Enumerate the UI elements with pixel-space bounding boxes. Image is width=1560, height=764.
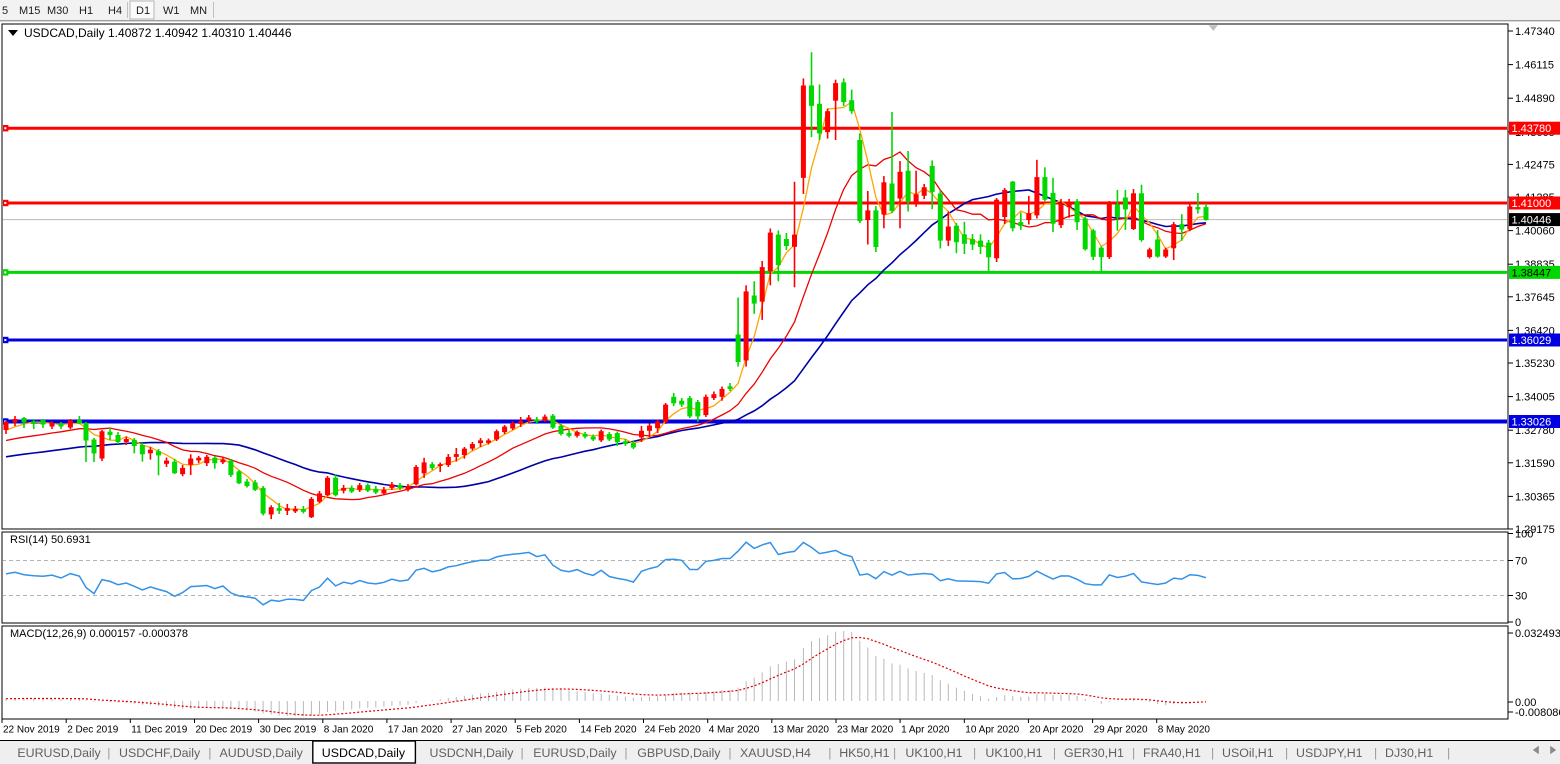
- svg-text:|: |: [1285, 746, 1288, 760]
- svg-text:GBPUSD,Daily: GBPUSD,Daily: [637, 746, 721, 760]
- svg-text:EURUSD,Daily: EURUSD,Daily: [533, 746, 617, 760]
- svg-text:1.42475: 1.42475: [1515, 159, 1555, 171]
- svg-text:|: |: [521, 746, 524, 760]
- svg-text:DJ30,H1: DJ30,H1: [1385, 746, 1433, 760]
- svg-text:USOil,H1: USOil,H1: [1222, 746, 1274, 760]
- svg-text:20 Apr 2020: 20 Apr 2020: [1029, 725, 1083, 736]
- svg-text:1.35230: 1.35230: [1515, 358, 1555, 370]
- svg-text:AUDUSD,Daily: AUDUSD,Daily: [220, 746, 304, 760]
- svg-text:GER30,H1: GER30,H1: [1064, 746, 1124, 760]
- svg-text:XAUUSD,H4: XAUUSD,H4: [740, 746, 811, 760]
- svg-text:USDCAD,Daily: USDCAD,Daily: [322, 746, 406, 760]
- svg-text:|: |: [624, 746, 627, 760]
- svg-text:H4: H4: [108, 5, 122, 17]
- svg-text:20 Dec 2019: 20 Dec 2019: [196, 725, 253, 736]
- svg-text:1.37645: 1.37645: [1515, 292, 1555, 304]
- svg-text:|: |: [1053, 746, 1056, 760]
- svg-text:100: 100: [1515, 529, 1533, 541]
- svg-text:USDCAD,Daily 1.40872 1.40942: USDCAD,Daily 1.40872 1.40942 1.40310 1.4…: [24, 26, 292, 40]
- svg-text:0: 0: [1515, 617, 1521, 629]
- svg-text:1.34005: 1.34005: [1515, 392, 1555, 404]
- svg-text:1.36029: 1.36029: [1512, 335, 1552, 347]
- svg-text:UK100,H1: UK100,H1: [985, 746, 1042, 760]
- svg-text:1.31590: 1.31590: [1515, 458, 1555, 470]
- svg-text:|: |: [893, 746, 896, 760]
- svg-text:1.30365: 1.30365: [1515, 491, 1555, 503]
- svg-text:D1: D1: [136, 5, 150, 17]
- svg-text:|: |: [1211, 746, 1214, 760]
- svg-text:H1: H1: [79, 5, 93, 17]
- svg-text:UK100,H1: UK100,H1: [905, 746, 962, 760]
- svg-text:|: |: [208, 746, 211, 760]
- svg-text:|: |: [1132, 746, 1135, 760]
- svg-text:0.00: 0.00: [1515, 697, 1536, 709]
- svg-text:1.33026: 1.33026: [1512, 417, 1552, 429]
- svg-text:2 Dec 2019: 2 Dec 2019: [67, 725, 119, 736]
- svg-text:1.43780: 1.43780: [1512, 123, 1552, 135]
- svg-text:EURUSD,Daily: EURUSD,Daily: [17, 746, 101, 760]
- svg-text:|: |: [1374, 746, 1377, 760]
- svg-text:|: |: [828, 746, 831, 760]
- svg-text:70: 70: [1515, 556, 1527, 568]
- svg-text:-0.008086: -0.008086: [1515, 707, 1560, 719]
- svg-text:11 Dec 2019: 11 Dec 2019: [131, 725, 187, 736]
- svg-text:22 Nov 2019: 22 Nov 2019: [3, 725, 60, 736]
- svg-text:1.47340: 1.47340: [1515, 26, 1555, 38]
- svg-text:|: |: [1447, 746, 1450, 760]
- svg-text:1.40060: 1.40060: [1515, 226, 1555, 238]
- svg-text:1.40446: 1.40446: [1512, 215, 1552, 227]
- svg-text:W1: W1: [163, 5, 180, 17]
- svg-text:8 May 2020: 8 May 2020: [1158, 725, 1211, 736]
- svg-text:0.032493: 0.032493: [1515, 628, 1560, 640]
- svg-text:29 Apr 2020: 29 Apr 2020: [1094, 725, 1148, 736]
- svg-text:USDCNH,Daily: USDCNH,Daily: [430, 746, 515, 760]
- svg-text:5 Feb 2020: 5 Feb 2020: [516, 725, 567, 736]
- svg-text:RSI(14) 50.6931: RSI(14) 50.6931: [10, 534, 91, 546]
- svg-text:17 Jan 2020: 17 Jan 2020: [388, 725, 443, 736]
- svg-text:23 Mar 2020: 23 Mar 2020: [837, 725, 894, 736]
- svg-text:|: |: [107, 746, 110, 760]
- svg-text:1.44890: 1.44890: [1515, 93, 1555, 105]
- svg-text:14 Feb 2020: 14 Feb 2020: [580, 725, 637, 736]
- svg-text:MACD(12,26,9) 0.000157 -0.0003: MACD(12,26,9) 0.000157 -0.000378: [10, 628, 188, 640]
- svg-text:|: |: [973, 746, 976, 760]
- svg-text:1 Apr 2020: 1 Apr 2020: [901, 725, 950, 736]
- svg-text:MN: MN: [190, 5, 207, 17]
- svg-text:1.46115: 1.46115: [1515, 60, 1554, 72]
- svg-text:USDCHF,Daily: USDCHF,Daily: [119, 746, 201, 760]
- svg-text:5: 5: [2, 5, 8, 17]
- svg-text:30 Dec 2019: 30 Dec 2019: [260, 725, 317, 736]
- svg-text:1.29175: 1.29175: [1515, 524, 1555, 536]
- svg-text:4 Mar 2020: 4 Mar 2020: [709, 725, 760, 736]
- svg-text:1.38447: 1.38447: [1512, 267, 1552, 279]
- svg-text:M30: M30: [47, 5, 68, 17]
- svg-text:24 Feb 2020: 24 Feb 2020: [645, 725, 702, 736]
- svg-text:USDJPY,H1: USDJPY,H1: [1296, 746, 1363, 760]
- svg-text:1.32780: 1.32780: [1515, 425, 1555, 437]
- svg-text:27 Jan 2020: 27 Jan 2020: [452, 725, 507, 736]
- svg-text:8 Jan 2020: 8 Jan 2020: [324, 725, 374, 736]
- svg-text:M15: M15: [19, 5, 40, 17]
- svg-text:1.41000: 1.41000: [1512, 198, 1552, 210]
- svg-text:FRA40,H1: FRA40,H1: [1143, 746, 1201, 760]
- svg-text:HK50,H1: HK50,H1: [839, 746, 889, 760]
- svg-text:|: |: [728, 746, 731, 760]
- svg-text:10 Apr 2020: 10 Apr 2020: [965, 725, 1019, 736]
- svg-text:13 Mar 2020: 13 Mar 2020: [773, 725, 830, 736]
- svg-text:30: 30: [1515, 591, 1527, 603]
